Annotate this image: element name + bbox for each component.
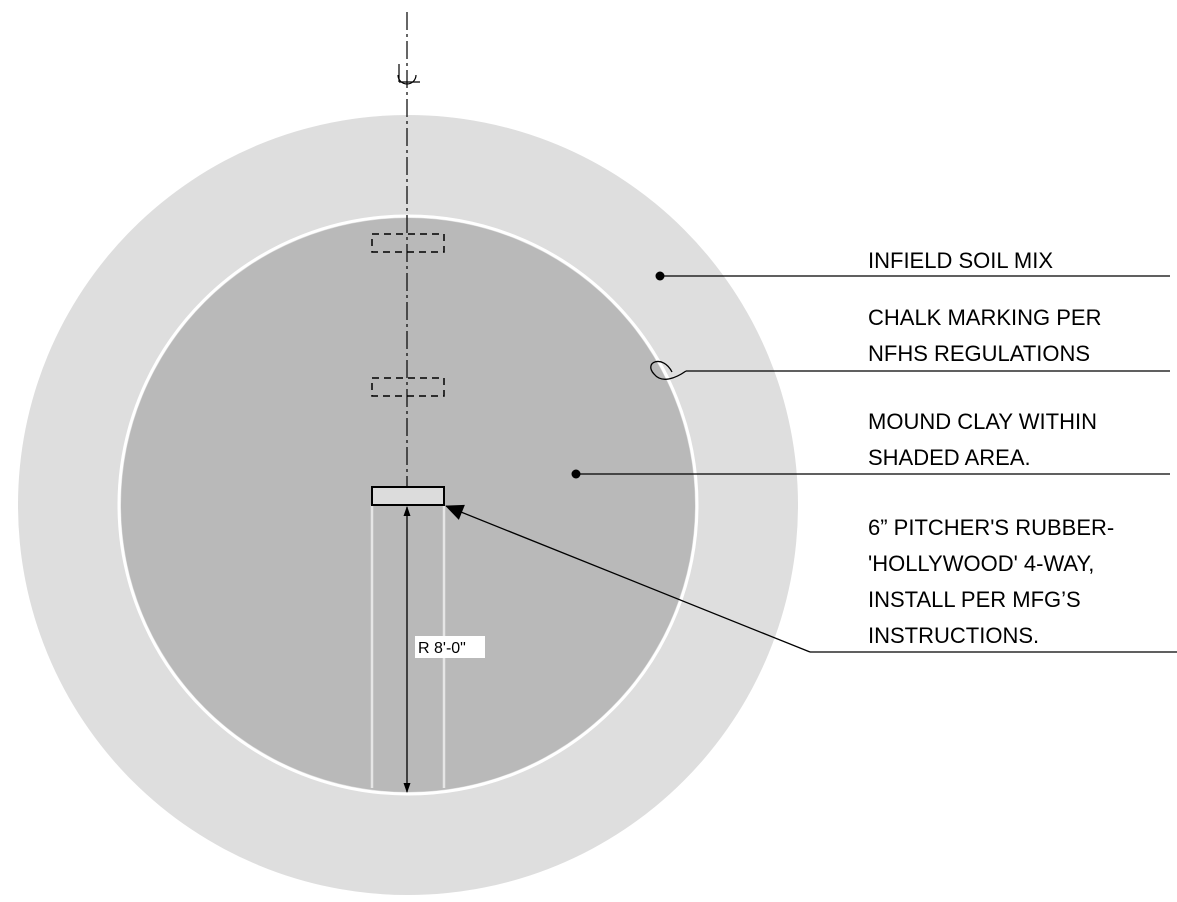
centerline-symbol xyxy=(397,64,420,85)
pitchers-rubber xyxy=(371,486,445,506)
leader-mound-clay xyxy=(571,469,1170,479)
alternate-rubber-position-lower xyxy=(371,377,445,397)
alternate-rubber-position-upper xyxy=(371,233,445,253)
leader-chalk-marking xyxy=(650,360,1170,380)
callout-infield-soil-mix: INFIELD SOIL MIX xyxy=(868,248,1053,273)
callout-chalk-marking: CHALK MARKING PER NFHS REGULATIONS xyxy=(868,305,1108,366)
dimension-label-background xyxy=(415,636,485,658)
leader-pitchers-rubber xyxy=(445,504,1177,653)
callout-pitchers-rubber: 6” PITCHER'S RUBBER- 'HOLLYWOOD' 4-WAY, … xyxy=(868,515,1120,648)
leader-infield-soil xyxy=(655,271,1170,281)
dimension-label: R 8'-0" xyxy=(418,640,466,657)
callout-mound-clay: MOUND CLAY WITHIN SHADED AREA. xyxy=(868,409,1103,470)
chalk-marking-ring xyxy=(117,214,699,796)
